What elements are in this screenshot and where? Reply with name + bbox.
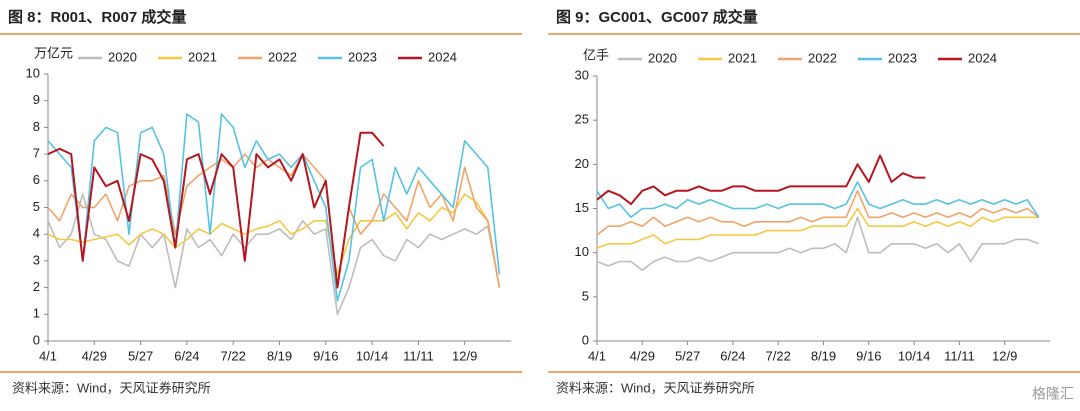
legend-label: 2024 [968,50,997,65]
y-tick-label: 0 [33,332,40,347]
x-tick-label: 6/24 [720,348,745,363]
legend-label: 2023 [888,50,917,65]
x-tick-label: 11/11 [944,348,975,363]
y-tick-label: 25 [575,112,589,127]
x-tick-label: 4/29 [82,348,107,363]
y-tick-label: 15 [575,200,589,215]
x-tick-label: 12/9 [992,348,1017,363]
chart-title: 图 8：R001、R007 成交量 [8,8,186,26]
y-tick-label: 5 [33,199,40,214]
legend-label: 2024 [428,49,457,64]
y-tick-label: 5 [582,288,589,303]
x-tick-label: 6/24 [174,348,199,363]
legend-label: 2023 [348,49,377,64]
series-line [47,113,501,302]
x-tick-label: 7/22 [221,348,246,363]
series-line [47,131,385,289]
x-tick-label: 8/19 [811,348,836,363]
x-tick-label: 5/27 [128,348,153,363]
x-tick-label: 7/22 [766,348,791,363]
y-tick-label: 8 [33,119,40,134]
chart-title: 图 9：GC001、GC007 成交量 [556,8,758,26]
y-axis-label: 万亿元 [34,45,73,60]
series-line [596,216,1039,272]
x-tick-label: 4/29 [630,348,655,363]
x-tick-label: 8/19 [267,348,292,363]
legend-label: 2020 [648,50,677,65]
series-line [596,190,1040,236]
y-tick-label: 1 [33,306,40,321]
y-tick-label: 10 [26,65,40,80]
x-tick-label: 12/9 [452,348,477,363]
y-tick-label: 10 [575,244,589,259]
x-tick-label: 5/27 [675,348,700,363]
series-line [47,153,501,289]
x-tick-label: 9/16 [313,348,338,363]
y-tick-label: 9 [33,92,40,107]
x-tick-label: 9/16 [856,348,881,363]
x-tick-label: 4/1 [588,348,606,363]
legend-label: 2021 [728,50,757,65]
series-line [596,181,1040,219]
legend-label: 2022 [808,50,837,65]
legend-label: 2021 [188,49,217,64]
y-tick-label: 30 [575,67,589,82]
x-tick-label: 10/14 [356,348,389,363]
y-tick-label: 7 [33,146,40,161]
y-tick-label: 6 [33,172,40,187]
series-line [596,154,926,206]
series-line [47,193,501,316]
y-tick-label: 20 [575,156,589,171]
y-tick-label: 3 [33,252,40,267]
watermark: 格隆汇 [1032,386,1074,402]
legend-label: 2020 [108,49,137,64]
source-note: 资料来源：Wind，天风证券研究所 [12,380,211,395]
series-line [596,207,1039,250]
y-tick-label: 2 [33,279,40,294]
y-tick-label: 4 [33,226,40,241]
legend-label: 2022 [268,49,297,64]
source-note: 资料来源：Wind，天风证券研究所 [556,380,755,395]
x-tick-label: 4/1 [39,348,57,363]
y-tick-label: 0 [582,332,589,347]
x-tick-label: 11/11 [403,348,434,363]
x-tick-label: 10/14 [898,348,931,363]
y-axis-label: 亿手 [583,47,609,62]
series-line [47,193,501,288]
